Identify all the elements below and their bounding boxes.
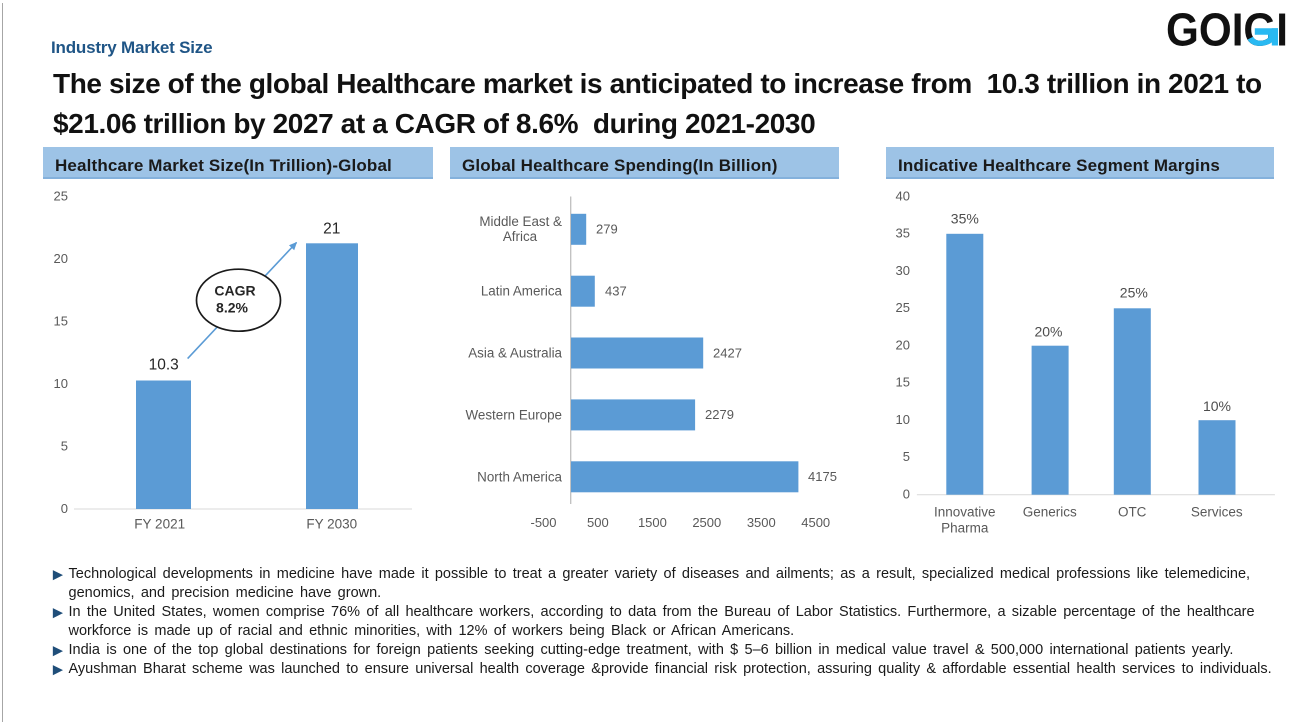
svg-text:25: 25 <box>896 300 910 315</box>
svg-text:1500: 1500 <box>638 515 667 530</box>
svg-text:Middle East &: Middle East & <box>479 214 562 229</box>
svg-text:35: 35 <box>896 226 910 241</box>
svg-text:Asia & Australia: Asia & Australia <box>468 346 562 361</box>
svg-text:8.2%: 8.2% <box>216 300 248 316</box>
svg-text:20: 20 <box>54 251 68 266</box>
svg-text:25: 25 <box>54 189 68 204</box>
svg-text:15: 15 <box>896 375 910 390</box>
svg-text:15: 15 <box>54 314 68 329</box>
svg-text:21: 21 <box>323 221 340 238</box>
svg-text:Western Europe: Western Europe <box>465 407 562 422</box>
svg-text:10.3: 10.3 <box>149 356 179 373</box>
svg-text:10: 10 <box>896 412 910 427</box>
svg-text:3500: 3500 <box>747 515 776 530</box>
svg-text:40: 40 <box>896 188 910 203</box>
svg-text:Africa: Africa <box>503 229 538 244</box>
svg-text:20: 20 <box>896 337 910 352</box>
svg-text:2279: 2279 <box>705 407 734 422</box>
svg-text:CAGR: CAGR <box>214 283 255 299</box>
svg-text:2500: 2500 <box>692 515 721 530</box>
svg-text:20%: 20% <box>1034 324 1062 340</box>
svg-text:Latin America: Latin America <box>481 284 563 299</box>
svg-text:10%: 10% <box>1203 398 1231 414</box>
svg-text:35%: 35% <box>951 211 979 227</box>
svg-text:Pharma: Pharma <box>941 521 989 536</box>
svg-text:-500: -500 <box>530 515 556 530</box>
svg-text:0: 0 <box>903 486 910 501</box>
svg-text:0: 0 <box>61 501 68 516</box>
svg-text:FY 2030: FY 2030 <box>306 517 357 532</box>
svg-text:4500: 4500 <box>801 515 830 530</box>
svg-text:25%: 25% <box>1120 285 1148 301</box>
svg-text:Services: Services <box>1191 505 1243 520</box>
svg-text:5: 5 <box>61 439 68 454</box>
svg-text:North America: North America <box>477 469 562 484</box>
svg-text:500: 500 <box>587 515 609 530</box>
svg-text:Generics: Generics <box>1023 505 1077 520</box>
svg-text:5: 5 <box>903 449 910 464</box>
svg-text:279: 279 <box>596 222 618 237</box>
svg-text:437: 437 <box>605 284 627 299</box>
svg-text:FY 2021: FY 2021 <box>134 517 185 532</box>
svg-text:2427: 2427 <box>713 345 742 360</box>
svg-text:OTC: OTC <box>1118 505 1147 520</box>
svg-text:10: 10 <box>54 376 68 391</box>
svg-text:4175: 4175 <box>808 469 837 484</box>
svg-text:Innovative: Innovative <box>934 505 996 520</box>
svg-text:30: 30 <box>896 263 910 278</box>
